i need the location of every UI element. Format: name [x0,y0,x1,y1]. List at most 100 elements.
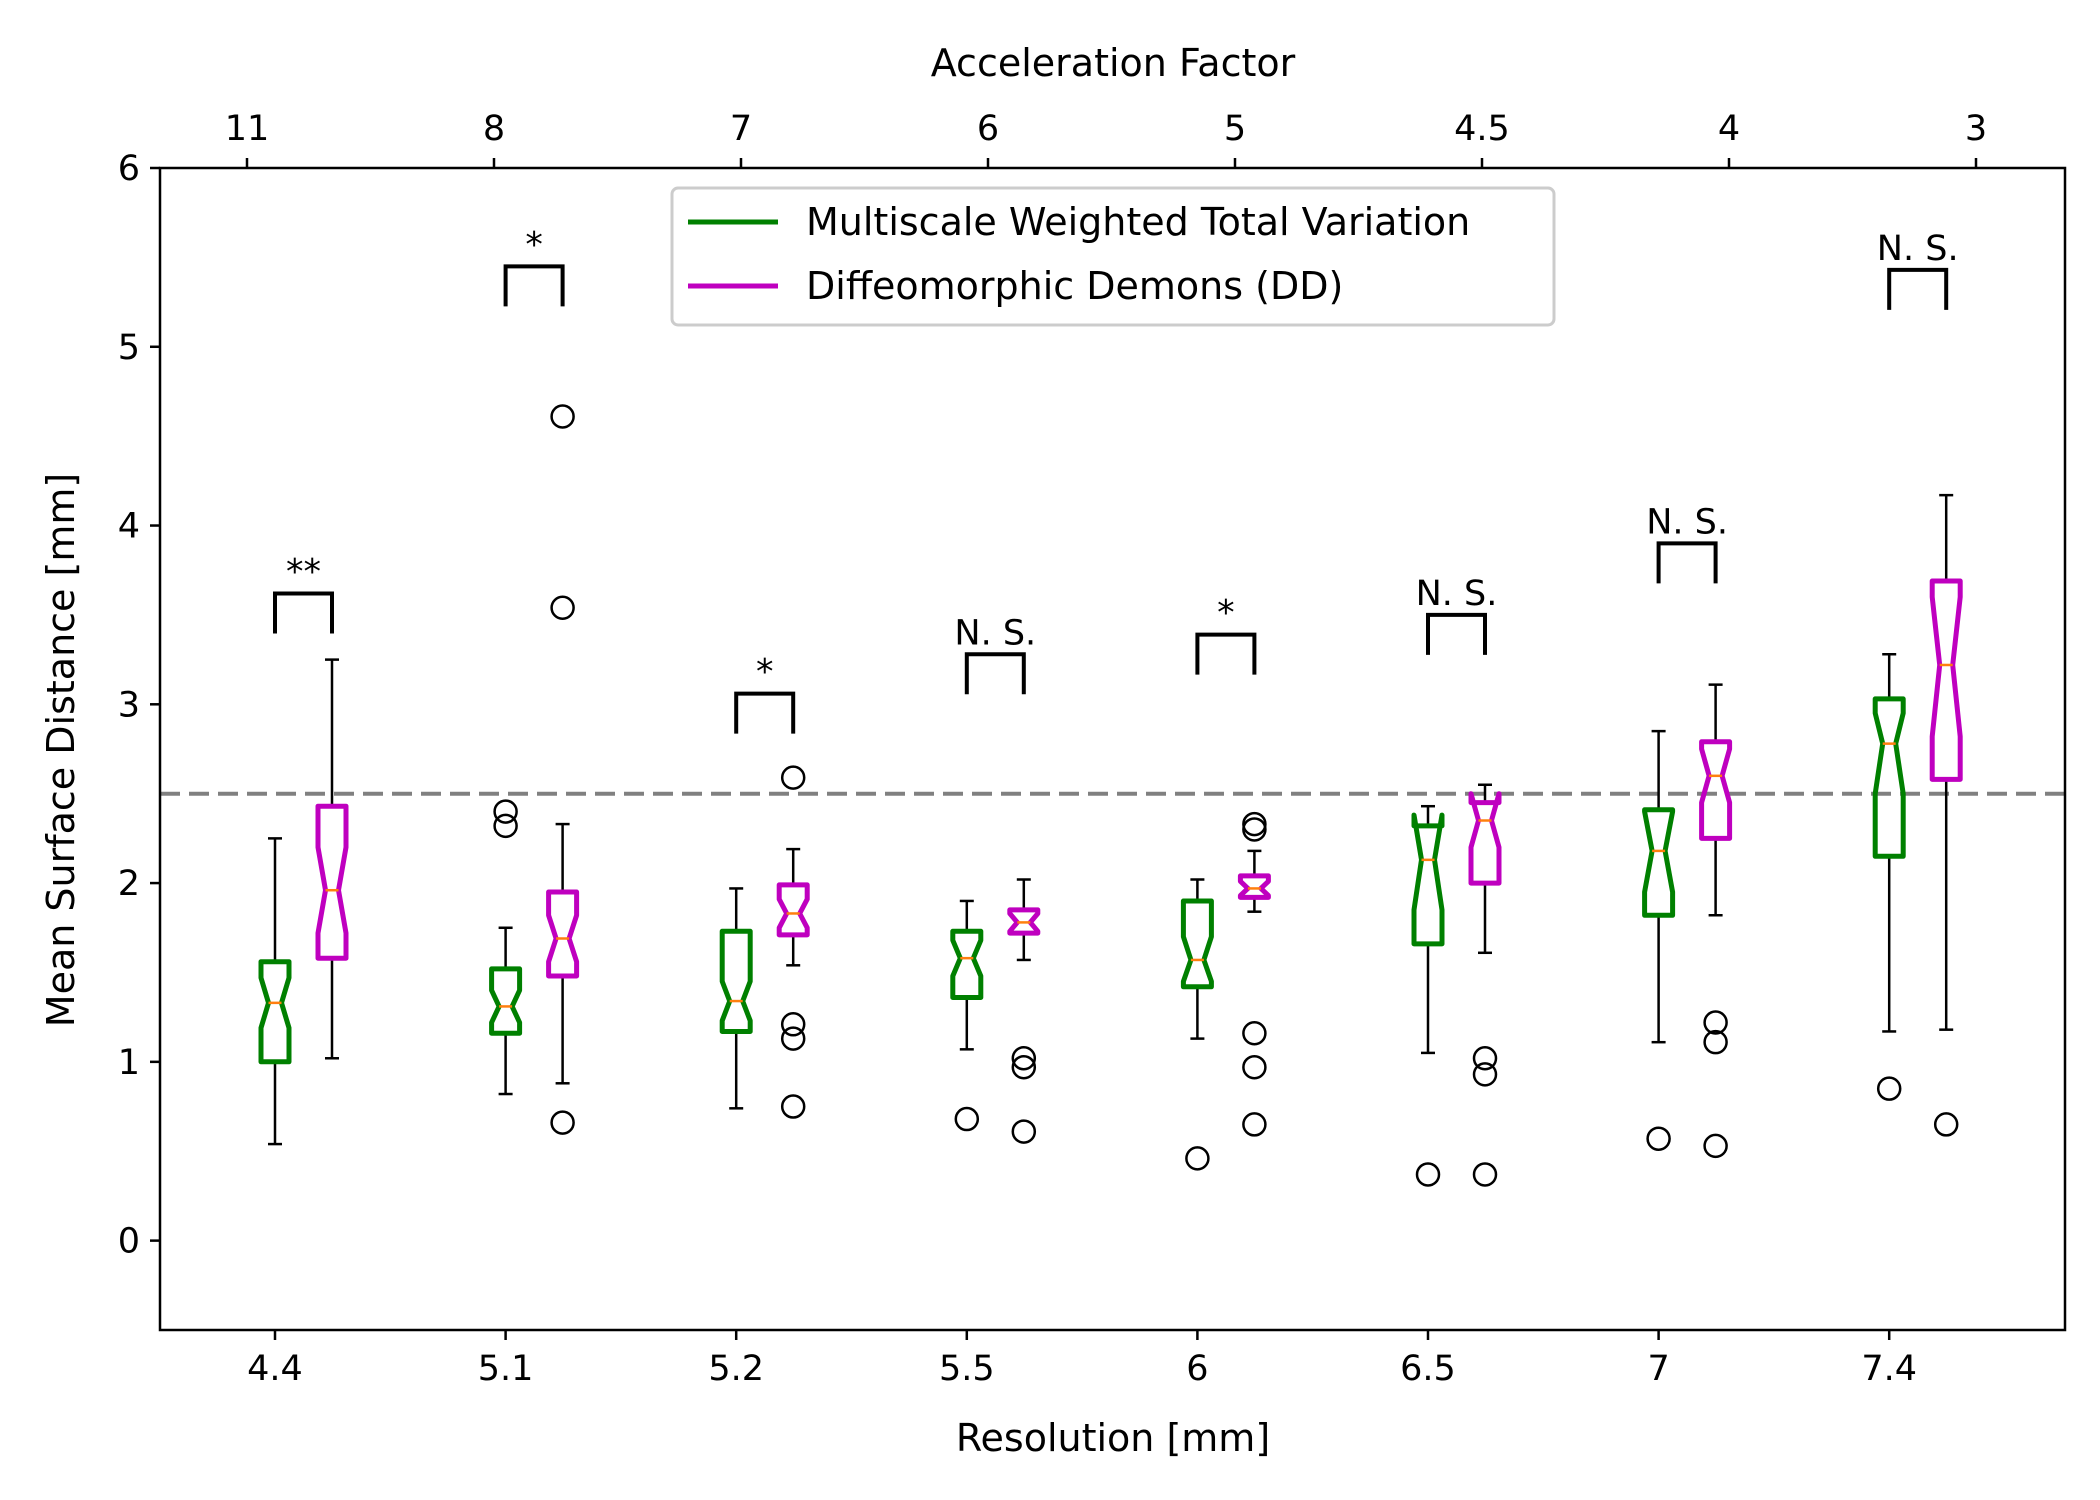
bracket-line [273,591,334,634]
box-body [546,889,580,979]
box-body [1180,898,1214,990]
significance-label: * [525,225,543,265]
outlier-point [1242,811,1267,837]
top-axis-title: Acceleration Factor [931,41,1296,85]
bracket-line [734,691,796,734]
outlier-point [1242,817,1267,842]
significance-label: N. S. [1416,574,1498,614]
significance-label: N. S. [1646,502,1728,542]
top-tick-label: 4 [1718,109,1740,149]
box-body [258,959,292,1065]
bracket-line [1195,632,1257,675]
box-body [1872,696,1906,859]
box-dd-0 [315,658,349,1060]
x-tick-label: 5.5 [939,1349,995,1389]
top-tick-label: 5 [1224,109,1246,149]
x-tick-label: 5.2 [708,1349,764,1389]
outlier-point [1415,1162,1441,1187]
box-mwtv-7 [1872,653,1906,1101]
outlier-point [1876,1076,1902,1101]
legend-label-mwtv: Multiscale Weighted Total Variation [806,200,1470,244]
top-tick-label: 7 [730,109,752,149]
outlier-point [1242,1020,1267,1046]
outlier-point [550,404,575,429]
top-tick-label: 4.5 [1454,109,1510,149]
box-dd-5 [1468,783,1502,1187]
box-dd-2 [776,765,810,1119]
box-body [489,966,523,1036]
outlier-point [1242,1112,1267,1137]
box-body [776,882,810,938]
box-body [1642,807,1676,918]
box-mwtv-0 [258,837,292,1146]
top-tick-label: 3 [1965,109,1987,149]
y-tick-label: 1 [118,1043,140,1083]
outlier-point [1472,1046,1498,1071]
box-mwtv-1 [489,799,523,1096]
outlier-point [493,799,518,824]
outlier-point [1472,1062,1498,1087]
outlier-point [1646,1126,1671,1151]
y-tick-label: 4 [118,507,140,547]
box-body [1411,812,1445,947]
significance-bracket-0: ** [273,552,334,634]
box-dd-7 [1929,493,1963,1137]
significance-label: * [756,653,774,693]
y-tick-label: 6 [118,149,140,189]
y-axis-title: Mean Surface Distance [mm] [39,473,83,1027]
outlier-point [1472,1162,1498,1187]
significance-bracket-7: N. S. [1877,229,1959,310]
bracket-line [1656,541,1718,584]
box-mwtv-3 [950,899,984,1132]
significance-label: N. S. [1877,229,1959,269]
x-tick-label: 6 [1186,1349,1208,1389]
box-body [1929,578,1963,782]
outlier-point [1011,1119,1037,1144]
outlier-point [1011,1054,1037,1080]
box-body [1468,791,1502,886]
box-body [719,928,753,1034]
legend-label-dd: Diffeomorphic Demons (DD) [806,264,1343,308]
outlier-point [550,1110,575,1135]
outlier-point [1703,1010,1728,1035]
box-body [950,928,984,1000]
x-tick-label: 6.5 [1400,1349,1456,1389]
outlier-point [1242,1054,1267,1080]
legend: Multiscale Weighted Total Variation Diff… [670,186,1556,327]
outlier-point [1703,1133,1728,1159]
box-mwtv-6 [1642,729,1676,1151]
plot-layer: ****N. S. * N. S.N. S.N. S. [160,225,2065,1187]
significance-bracket-2: * [734,653,796,734]
significance-bracket-3: N. S. [954,613,1036,695]
outlier-point [1011,1046,1037,1071]
outlier-point [1185,1146,1210,1171]
significance-bracket-5: N. S. [1416,574,1498,655]
box-body [1699,739,1733,841]
box-mwtv-2 [719,887,753,1110]
bracket-line [503,264,565,307]
bracket-line [1426,612,1487,655]
outlier-point [780,1012,806,1037]
top-tick-label: 6 [977,109,999,149]
bracket-line [1887,267,1949,310]
axes-frame: 0 1 2 3 4 5 6 4.4 5.1 5.2 5.5 6 6.5 7 7.4 11 8 7 6 5 4.5 4 3 [118,109,2067,1389]
significance-bracket-6: N. S. [1646,502,1728,584]
x-tick-label: 4.4 [247,1349,303,1389]
box-body [1007,907,1041,936]
top-tick-label: 8 [483,109,505,149]
x-axis-title: Resolution [mm] [956,1416,1270,1460]
y-tick-label: 0 [118,1222,140,1262]
box-mwtv-5 [1411,804,1445,1187]
significance-bracket-4: * [1195,594,1257,675]
outlier-point [954,1106,980,1132]
top-tick-label: 11 [225,109,270,149]
x-tick-label: 7.4 [1861,1349,1917,1389]
y-tick-label: 3 [118,685,140,725]
outlier-point [780,765,806,790]
significance-label: * [1217,594,1235,634]
y-tick-label: 5 [118,328,140,368]
outlier-point [780,1094,806,1119]
outlier-point [493,813,518,839]
outlier-point [1703,1029,1728,1055]
